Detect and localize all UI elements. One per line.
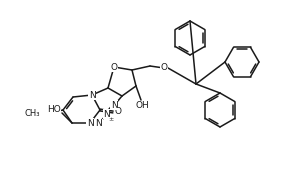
Text: N: N: [87, 119, 93, 128]
Text: N: N: [89, 91, 95, 100]
Text: CH₃: CH₃: [24, 109, 40, 117]
Text: ±: ±: [108, 117, 113, 122]
Text: N: N: [103, 110, 110, 119]
Text: O: O: [115, 107, 121, 117]
Text: O: O: [110, 63, 118, 72]
Text: O: O: [160, 64, 168, 72]
Text: N: N: [95, 119, 102, 128]
Text: OH: OH: [135, 102, 149, 111]
Text: HO: HO: [47, 104, 61, 113]
Text: N: N: [111, 101, 118, 110]
